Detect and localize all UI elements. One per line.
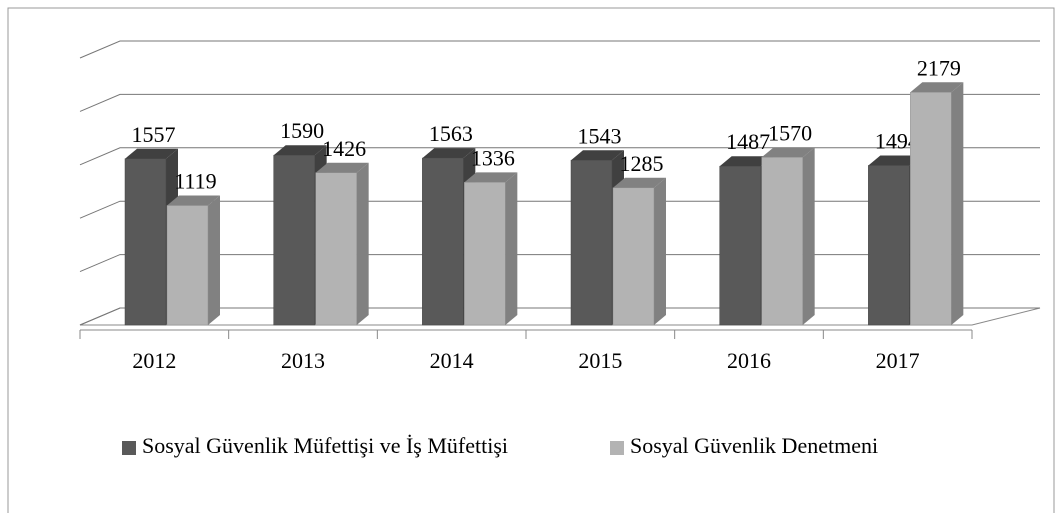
bar-side <box>654 177 666 325</box>
x-tick-label: 2015 <box>578 348 622 373</box>
grid-line <box>79 147 1040 166</box>
bar <box>464 182 506 326</box>
grid-line <box>79 40 1040 59</box>
bar-side <box>951 82 964 325</box>
x-tick-label: 2012 <box>132 348 176 373</box>
bar-side <box>505 172 518 325</box>
bar <box>124 158 167 326</box>
bar-top <box>868 155 922 166</box>
bar-top <box>422 148 476 159</box>
bar <box>315 172 357 326</box>
bar-side <box>802 147 815 325</box>
value-label: 1543 <box>578 123 622 148</box>
x-tick-label: 2016 <box>727 348 771 373</box>
bar-top <box>464 172 518 183</box>
value-label: 1590 <box>280 118 324 143</box>
bar-top <box>125 148 178 159</box>
value-label: 1487 <box>726 129 770 154</box>
bar-top <box>571 150 624 161</box>
bar-top <box>719 156 773 167</box>
bar-side <box>356 162 369 325</box>
legend-label: Sosyal Güvenlik Müfettişi ve İş Müfettiş… <box>142 433 508 458</box>
bar-top <box>167 195 220 206</box>
legend-label: Sosyal Güvenlik Denetmeni <box>630 433 878 458</box>
legend-swatch <box>122 441 136 455</box>
bar <box>422 157 464 326</box>
bar-top <box>273 145 327 156</box>
bar <box>166 205 209 326</box>
value-label: 1285 <box>620 151 664 176</box>
bar <box>719 165 761 326</box>
bar <box>868 165 910 326</box>
chart-frame <box>7 7 1055 513</box>
value-label: 1570 <box>768 120 812 145</box>
bar <box>910 92 952 326</box>
x-tick-label: 2014 <box>430 348 474 373</box>
value-label: 1426 <box>322 136 366 161</box>
value-label: 1557 <box>132 122 176 147</box>
value-label: 1336 <box>471 145 515 170</box>
bar <box>273 154 315 326</box>
bar-top <box>315 162 369 173</box>
x-tick-label: 2013 <box>281 348 325 373</box>
grid-line <box>79 93 1040 112</box>
bar-top <box>910 82 964 93</box>
value-label: 1563 <box>429 121 473 146</box>
bar <box>612 187 655 326</box>
legend-swatch <box>610 441 624 455</box>
value-label: 2179 <box>917 55 961 80</box>
value-label: 1119 <box>174 169 216 194</box>
x-tick-label: 2017 <box>876 348 920 373</box>
bar-side <box>208 195 220 325</box>
bar <box>761 157 803 326</box>
bar-top <box>761 147 815 158</box>
bar <box>570 159 613 326</box>
bar-top <box>613 177 666 188</box>
